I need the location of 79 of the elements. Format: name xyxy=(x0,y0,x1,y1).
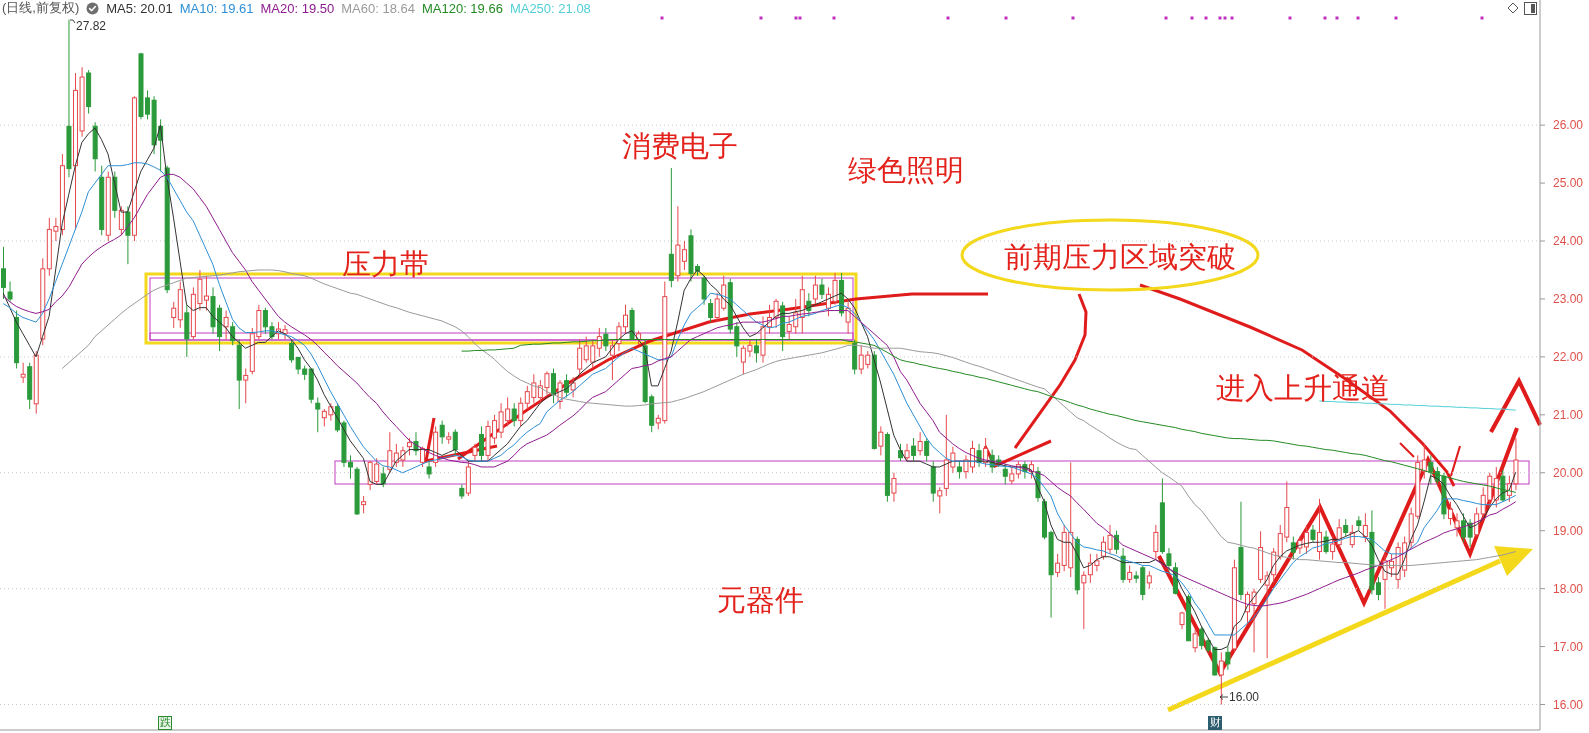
candlestick xyxy=(518,396,524,427)
text: MA10: 19.61 xyxy=(179,0,254,16)
candlestick xyxy=(1513,437,1519,491)
candlestick xyxy=(243,367,249,404)
y-tick-label: 20.00 xyxy=(1553,466,1584,481)
candlestick xyxy=(891,472,897,503)
y-tick-label: 16.00 xyxy=(1553,697,1584,712)
candlestick xyxy=(701,275,707,306)
candlestick xyxy=(478,425,484,462)
candlestick xyxy=(1218,651,1224,706)
candlestick xyxy=(911,437,917,462)
candlestick xyxy=(819,278,825,300)
candlestick xyxy=(1330,535,1336,561)
candlestick xyxy=(7,281,13,303)
annotation: 压力带 xyxy=(341,247,429,281)
y-tick-label: 18.00 xyxy=(1553,581,1584,596)
text: MA5: 20.01 xyxy=(106,0,173,16)
y-tick-label: 25.00 xyxy=(1553,176,1584,191)
candlestick xyxy=(1153,524,1159,561)
text: MA250: 21.08 xyxy=(509,0,591,16)
candlestick xyxy=(1421,443,1427,480)
annotation: 绿色照明 xyxy=(848,153,964,187)
y-tick-label: 23.00 xyxy=(1553,292,1584,307)
candlestick xyxy=(570,376,576,398)
candlestick xyxy=(171,301,177,329)
candlestick xyxy=(609,339,615,381)
annotation: 前期压力区域突破 xyxy=(1004,240,1236,274)
candlestick xyxy=(550,367,556,404)
candlestick xyxy=(20,362,26,384)
line-series xyxy=(1318,400,1517,411)
candlestick xyxy=(1081,570,1087,630)
text: MA60: 18.64 xyxy=(341,0,415,16)
annotation: 进入上升通道 xyxy=(1216,371,1390,405)
candlestick xyxy=(924,437,930,462)
candlestick xyxy=(1428,454,1434,485)
annotation: 财 xyxy=(1209,716,1221,729)
y-tick-label: 21.00 xyxy=(1553,408,1584,423)
candlestick xyxy=(596,327,602,358)
candlestick xyxy=(1055,553,1061,578)
text: MA20: 19.50 xyxy=(260,0,335,16)
candlestick xyxy=(1225,646,1231,671)
candlestick xyxy=(118,205,124,236)
chart-title: (日线,前复权) xyxy=(2,0,80,15)
candlestick xyxy=(452,428,458,456)
candlestick xyxy=(125,205,131,265)
candlestick xyxy=(380,466,386,488)
candlestick xyxy=(753,339,759,364)
candlestick xyxy=(315,396,321,433)
text: MA120: 19.66 xyxy=(421,0,503,16)
candlestick xyxy=(1192,628,1198,653)
candlestick xyxy=(577,339,583,375)
annotation: 27.82 xyxy=(76,19,107,33)
candlestick xyxy=(812,275,818,306)
annotation: 跌 xyxy=(159,716,171,729)
candlestick xyxy=(1199,625,1205,650)
candlestick xyxy=(878,425,884,456)
candlestick xyxy=(1454,512,1460,537)
candlestick xyxy=(917,431,923,456)
annotation: 消费电子 xyxy=(622,129,738,163)
candlestick xyxy=(1166,547,1172,572)
candlestick xyxy=(223,310,229,341)
y-tick-label: 19.00 xyxy=(1553,523,1584,538)
candlestick xyxy=(937,486,943,514)
candlestick xyxy=(426,460,432,480)
candlestick xyxy=(904,443,910,462)
y-tick-label: 24.00 xyxy=(1553,234,1584,249)
y-tick-label: 26.00 xyxy=(1553,118,1584,133)
candlestick xyxy=(439,420,445,445)
candlestick xyxy=(1,246,6,300)
annotation: 元器件 xyxy=(716,583,804,617)
y-tick-label: 17.00 xyxy=(1553,639,1584,654)
candlestick xyxy=(845,298,851,335)
candlestick xyxy=(1362,512,1368,543)
y-tick-label: 22.00 xyxy=(1553,350,1584,365)
candlestick xyxy=(708,298,714,323)
candlestick xyxy=(511,402,517,427)
candlestick xyxy=(387,431,393,474)
annotation: 16.00 xyxy=(1229,690,1260,704)
candlestick xyxy=(1447,501,1453,526)
